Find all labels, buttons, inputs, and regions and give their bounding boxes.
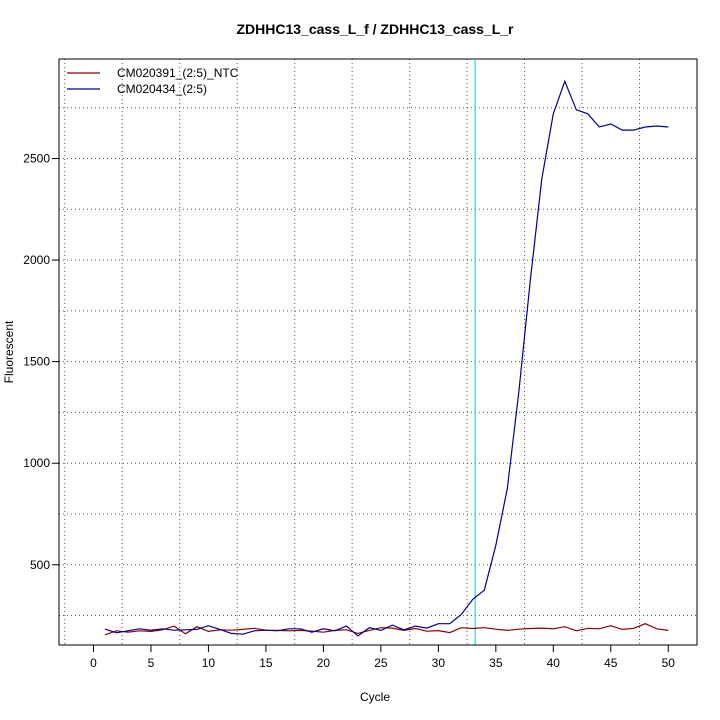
grid <box>59 59 698 645</box>
y-tick-label: 1500 <box>23 355 50 369</box>
x-tick-label: 15 <box>259 656 273 670</box>
x-axis: 0 5 10 15 20 25 30 35 40 45 50 <box>90 644 676 670</box>
y-tick-label: 1000 <box>23 456 50 470</box>
series-lines <box>104 79 669 637</box>
y-tick-label: 2500 <box>23 152 50 166</box>
chart-title: ZDHHC13_cass_L_f / ZDHHC13_cass_L_r <box>236 21 514 37</box>
x-tick-label: 45 <box>604 656 618 670</box>
y-axis-label: Fluorescent <box>2 320 16 383</box>
series-line-2 <box>104 79 669 637</box>
x-tick-label: 25 <box>374 656 388 670</box>
y-tick-label: 2000 <box>23 253 50 267</box>
x-axis-label: Cycle <box>360 690 390 704</box>
legend: CM020391_(2:5)_NTC CM020434_(2:5) <box>67 66 239 96</box>
plot-frame <box>58 58 698 646</box>
legend-label: CM020391_(2:5)_NTC <box>117 66 239 80</box>
y-axis: 500 1000 1500 2000 2500 <box>23 152 60 572</box>
x-tick-label: 20 <box>317 656 331 670</box>
x-tick-label: 30 <box>432 656 446 670</box>
y-tick-label: 500 <box>30 558 50 572</box>
x-tick-label: 50 <box>662 656 676 670</box>
x-tick-label: 35 <box>489 656 503 670</box>
x-tick-label: 0 <box>90 656 97 670</box>
x-tick-label: 10 <box>202 656 216 670</box>
legend-label: CM020434_(2:5) <box>117 82 207 96</box>
x-tick-label: 5 <box>148 656 155 670</box>
x-tick-label: 40 <box>547 656 561 670</box>
